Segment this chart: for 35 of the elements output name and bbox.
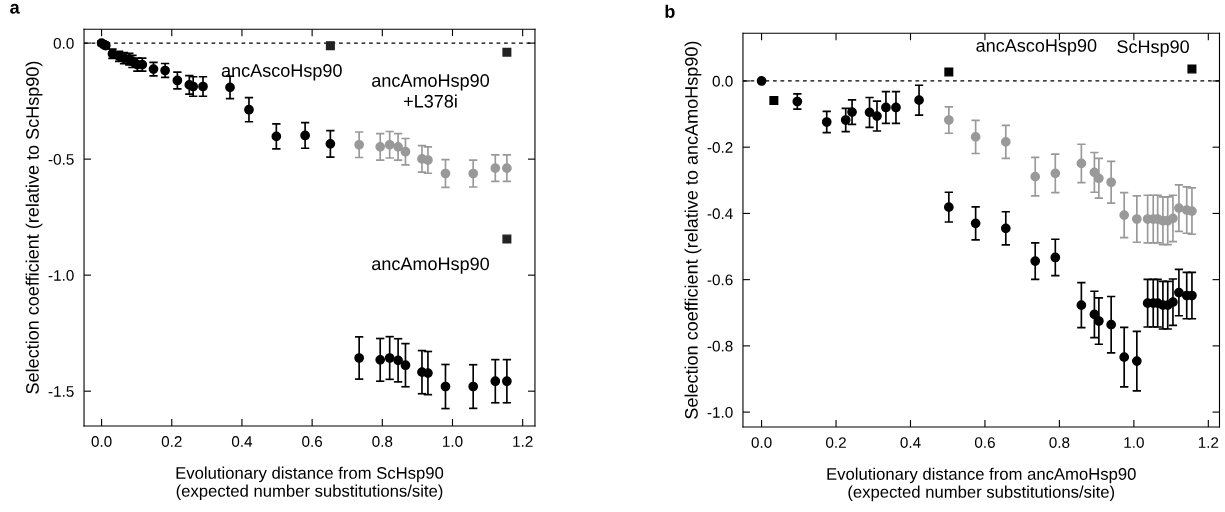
x-axis-title: Evolutionary distance from ancAmoHsp90 (expected number substitutions/site) <box>827 467 1136 502</box>
annotation: ancAmoHsp90 <box>372 257 490 274</box>
y-axis-title: Selection coefficient (relative to ancAmoHsp90) <box>684 41 702 419</box>
chart-title: b <box>665 4 675 18</box>
x-tick-label: 0.0 <box>751 437 772 448</box>
x-tick-label: 0.8 <box>372 436 393 447</box>
chart-title: a <box>10 3 20 14</box>
x-tick-label: 0.0 <box>91 436 112 447</box>
y-tick-label: -0.2 <box>707 142 733 153</box>
x-tick-label: 0.6 <box>974 437 995 448</box>
x-tick-label: 1.2 <box>513 436 533 447</box>
x-tick-label: 0.4 <box>900 437 921 448</box>
y-tick-label: -0.8 <box>707 340 733 352</box>
y-tick-label: -1.0 <box>48 270 74 281</box>
x-tick-label: 0.4 <box>231 436 253 447</box>
y-tick-label: -0.4 <box>707 208 733 220</box>
x-tick-label: 0.6 <box>302 436 323 447</box>
x-tick-label: 1.2 <box>1198 437 1219 448</box>
annotation: ancAscoHsp90 <box>976 39 1097 56</box>
y-tick-label: -1.5 <box>48 386 74 397</box>
x-tick-label: 1.0 <box>1124 437 1144 448</box>
y-tick-label: -0.6 <box>707 274 733 286</box>
x-tick-label: 0.2 <box>161 436 182 447</box>
x-tick-label: 1.0 <box>443 436 463 447</box>
annotation: ancAscoHsp90 <box>221 64 342 81</box>
annotation: ScHsp90 <box>1117 40 1189 57</box>
y-tick-label: -1.0 <box>707 406 733 418</box>
y-tick-label: -0.5 <box>48 154 74 165</box>
x-tick-label: 0.2 <box>826 437 846 448</box>
x-tick-label: 0.8 <box>1049 437 1070 448</box>
x-axis-title: Evolutionary distance from ScHsp90 (expected number substitutions/site) <box>176 466 444 501</box>
annotation: ancAmoHsp90 +L378i <box>372 74 490 108</box>
y-tick-label: 0.0 <box>53 37 74 49</box>
y-axis-title: Selection coefficient (relative to ScHsp90) <box>25 61 43 394</box>
y-tick-label: 0.0 <box>712 75 733 87</box>
